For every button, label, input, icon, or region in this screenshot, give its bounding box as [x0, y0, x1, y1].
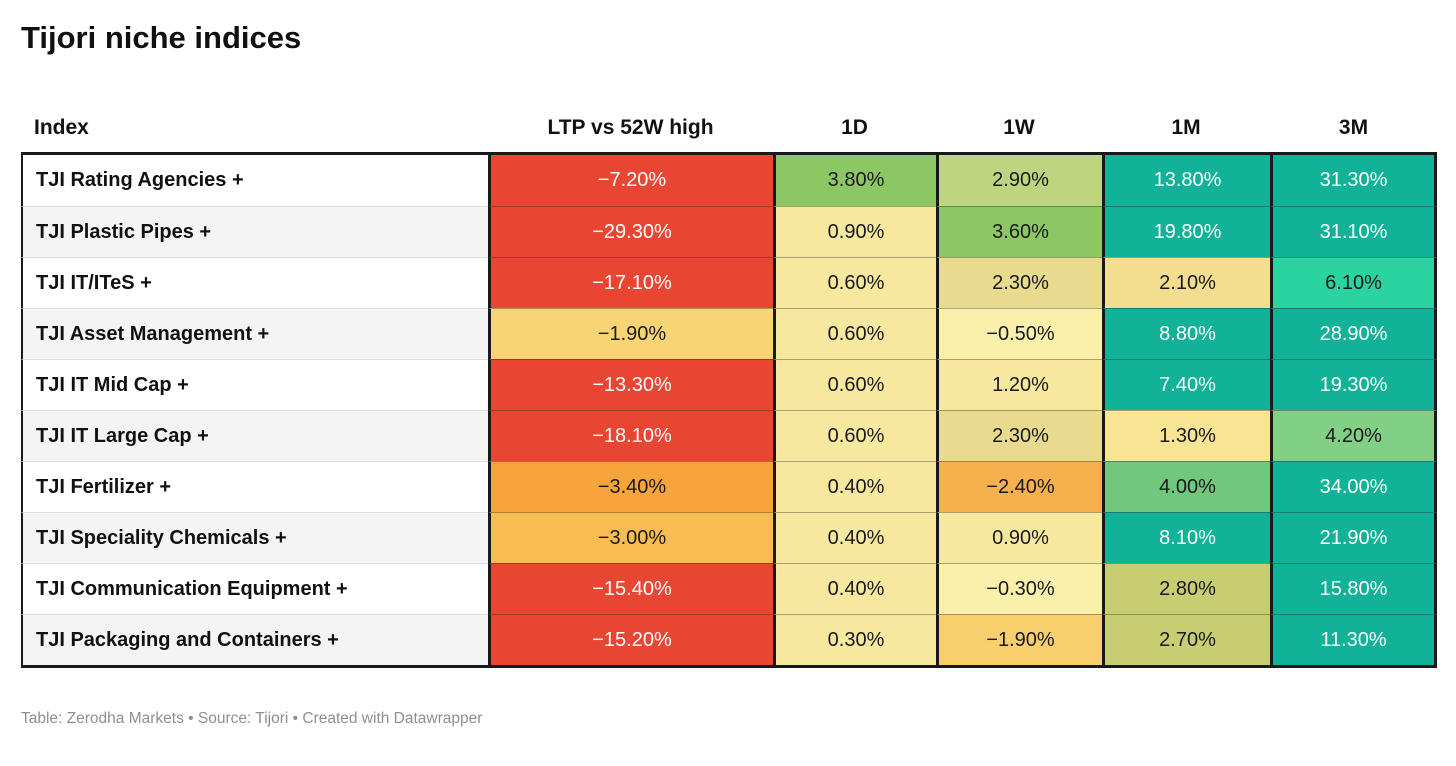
value-cell-3m: 11.30%	[1270, 614, 1437, 665]
column-header-1w: 1W	[1003, 116, 1035, 139]
column-header-3m: 3M	[1338, 116, 1369, 139]
value-cell-1w: −0.50%	[936, 308, 1102, 359]
value-cell-1w: 1.20%	[936, 359, 1102, 410]
value-cell-1m: 8.80%	[1102, 308, 1270, 359]
value-cell-1d: 0.60%	[773, 308, 936, 359]
indices-table: Index LTP vs 52W high 1D 1W 1M 3M TJI Ra…	[21, 108, 1437, 668]
value-cell-ltp-52w: −3.40%	[488, 461, 773, 512]
value-cell-1m: 8.10%	[1102, 512, 1270, 563]
value-cell-1d: 0.60%	[773, 257, 936, 308]
value-cell-3m: 6.10%	[1270, 257, 1437, 308]
value-cell-1m: 2.80%	[1102, 563, 1270, 614]
table-row: TJI Rating Agencies + −7.20% 3.80% 2.90% 13.…	[21, 155, 1437, 206]
table-row: TJI IT/ITeS + −17.10% 0.60% 2.30% 2.10% 6.10%	[21, 257, 1437, 308]
value-cell-1w: −0.30%	[936, 563, 1102, 614]
value-cell-1d: 0.90%	[773, 206, 936, 257]
value-cell-1d: 0.40%	[773, 461, 936, 512]
table-row: TJI Packaging and Containers + −15.20% 0.3…	[21, 614, 1437, 665]
value-cell-1d: 3.80%	[773, 155, 936, 206]
index-label[interactable]: TJI Asset Management +	[21, 308, 488, 359]
value-cell-1w: −1.90%	[936, 614, 1102, 665]
value-cell-1d: 0.60%	[773, 359, 936, 410]
index-label[interactable]: TJI Packaging and Containers +	[21, 614, 488, 665]
page-title: Tijori niche indices	[21, 20, 302, 55]
value-cell-1d: 0.60%	[773, 410, 936, 461]
table-row: TJI IT Large Cap + −18.10% 0.60% 2.30% 1.30%…	[21, 410, 1437, 461]
value-cell-1m: 4.00%	[1102, 461, 1270, 512]
value-cell-1m: 1.30%	[1102, 410, 1270, 461]
value-cell-1w: 2.30%	[936, 410, 1102, 461]
value-cell-1d: 0.30%	[773, 614, 936, 665]
value-cell-1d: 0.40%	[773, 512, 936, 563]
value-cell-1m: 2.70%	[1102, 614, 1270, 665]
value-cell-3m: 4.20%	[1270, 410, 1437, 461]
value-cell-ltp-52w: −18.10%	[488, 410, 773, 461]
value-cell-1d: 0.40%	[773, 563, 936, 614]
value-cell-1m: 19.80%	[1102, 206, 1270, 257]
value-cell-ltp-52w: −3.00%	[488, 512, 773, 563]
value-cell-1w: −2.40%	[936, 461, 1102, 512]
value-cell-3m: 21.90%	[1270, 512, 1437, 563]
index-label[interactable]: TJI IT/ITeS +	[21, 257, 488, 308]
column-header-ltp-52w: LTP vs 52W high	[547, 116, 714, 139]
column-header-1m: 1M	[1171, 116, 1201, 139]
value-cell-1w: 0.90%	[936, 512, 1102, 563]
table-row: TJI IT Mid Cap + −13.30% 0.60% 1.20% 7.40% 19…	[21, 359, 1437, 410]
table-row: TJI Fertilizer + −3.40% 0.40% −2.40% 4.00% 34…	[21, 461, 1437, 512]
attribution-footer: Table: Zerodha Markets • Source: Tijori …	[21, 710, 483, 727]
value-cell-1w: 3.60%	[936, 206, 1102, 257]
index-label[interactable]: TJI Speciality Chemicals +	[21, 512, 488, 563]
index-label[interactable]: TJI IT Mid Cap +	[21, 359, 488, 410]
index-label[interactable]: TJI Rating Agencies +	[21, 155, 488, 206]
value-cell-1m: 2.10%	[1102, 257, 1270, 308]
column-header-index: Index	[34, 116, 89, 139]
page: Tijori niche indices Index LTP vs 52W hi…	[0, 20, 1456, 728]
value-cell-ltp-52w: −1.90%	[488, 308, 773, 359]
index-label[interactable]: TJI Plastic Pipes +	[21, 206, 488, 257]
table-row: TJI Communication Equipment + −15.40% 0.40…	[21, 563, 1437, 614]
value-cell-1m: 13.80%	[1102, 155, 1270, 206]
index-label[interactable]: TJI Communication Equipment +	[21, 563, 488, 614]
value-cell-3m: 31.30%	[1270, 155, 1437, 206]
value-cell-3m: 34.00%	[1270, 461, 1437, 512]
value-cell-ltp-52w: −29.30%	[488, 206, 773, 257]
table-header-row: Index LTP vs 52W high 1D 1W 1M 3M	[21, 108, 1437, 155]
index-label[interactable]: TJI Fertilizer +	[21, 461, 488, 512]
table-row: TJI Plastic Pipes + −29.30% 0.90% 3.60% 19.8…	[21, 206, 1437, 257]
value-cell-ltp-52w: −17.10%	[488, 257, 773, 308]
value-cell-3m: 28.90%	[1270, 308, 1437, 359]
table-body: TJI Rating Agencies + −7.20% 3.80% 2.90% 13.…	[21, 155, 1437, 668]
value-cell-3m: 15.80%	[1270, 563, 1437, 614]
table-row: TJI Asset Management + −1.90% 0.60% −0.50% 8…	[21, 308, 1437, 359]
value-cell-ltp-52w: −15.40%	[488, 563, 773, 614]
value-cell-ltp-52w: −15.20%	[488, 614, 773, 665]
value-cell-1w: 2.90%	[936, 155, 1102, 206]
value-cell-1m: 7.40%	[1102, 359, 1270, 410]
table-row: TJI Speciality Chemicals + −3.00% 0.40% 0.9…	[21, 512, 1437, 563]
value-cell-3m: 31.10%	[1270, 206, 1437, 257]
index-label[interactable]: TJI IT Large Cap +	[21, 410, 488, 461]
value-cell-ltp-52w: −13.30%	[488, 359, 773, 410]
column-header-1d: 1D	[841, 116, 868, 139]
value-cell-3m: 19.30%	[1270, 359, 1437, 410]
value-cell-1w: 2.30%	[936, 257, 1102, 308]
value-cell-ltp-52w: −7.20%	[488, 155, 773, 206]
